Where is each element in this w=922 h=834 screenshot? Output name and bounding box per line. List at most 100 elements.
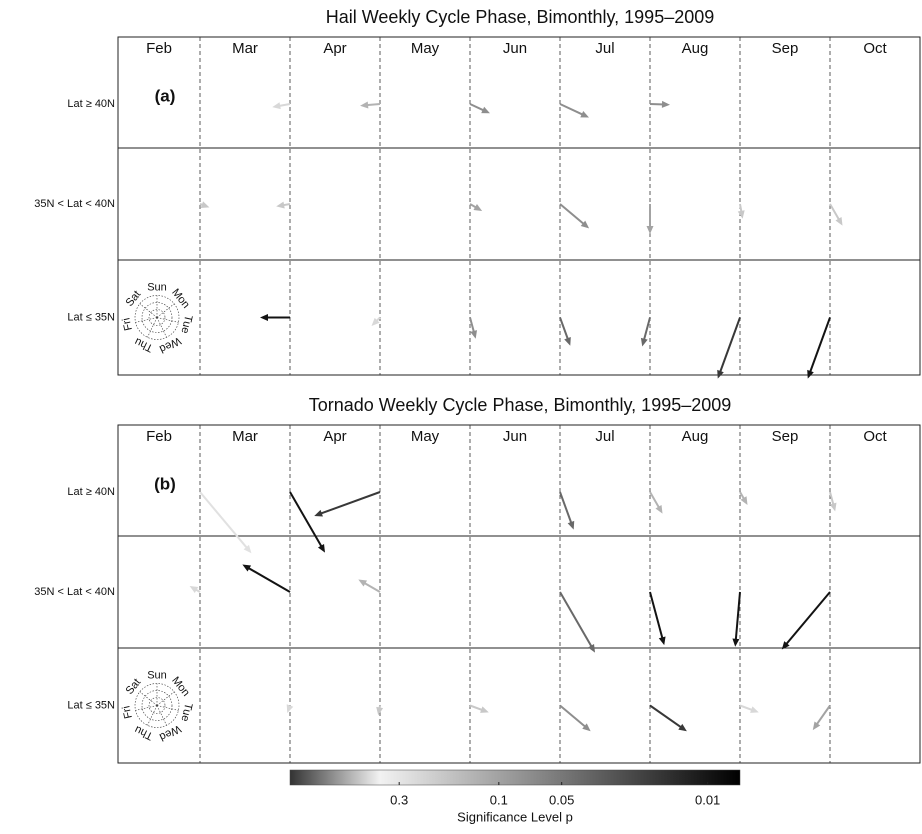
row-label: Lat ≥ 40N bbox=[67, 486, 115, 498]
wheel-day: Wed bbox=[157, 334, 182, 355]
phase-arrow bbox=[469, 203, 483, 211]
month-label: Apr bbox=[323, 428, 346, 445]
phase-arrow bbox=[360, 101, 381, 109]
arrow-shaft bbox=[649, 591, 664, 641]
phase-arrow bbox=[189, 586, 201, 594]
phase-arrow bbox=[358, 579, 381, 593]
wheel-day: Tue bbox=[178, 702, 194, 723]
arrow-shaft bbox=[642, 317, 651, 342]
phase-arrow bbox=[649, 704, 687, 732]
arrow-head bbox=[580, 220, 590, 229]
arrow-shaft bbox=[559, 317, 570, 342]
phase-arrow bbox=[737, 203, 745, 219]
wheel-day: Fri bbox=[120, 317, 135, 332]
arrow-head bbox=[740, 496, 748, 505]
arrow-head bbox=[812, 721, 821, 731]
phase-arrow bbox=[242, 564, 291, 593]
phase-arrow bbox=[272, 102, 291, 110]
wheel-spoke bbox=[156, 705, 167, 726]
wheel-ring bbox=[148, 697, 166, 714]
colorbar-tick-label: 0.01 bbox=[695, 792, 720, 807]
phase-arrow bbox=[559, 491, 575, 530]
month-label: Feb bbox=[146, 40, 172, 57]
month-label: Apr bbox=[323, 40, 346, 57]
arrow-shaft bbox=[808, 317, 831, 375]
month-label: Jul bbox=[595, 40, 614, 57]
arrow-head bbox=[358, 579, 368, 587]
phase-arrow bbox=[781, 591, 831, 650]
wheel-day: Mon bbox=[169, 287, 192, 311]
wheel-day: Wed bbox=[157, 722, 182, 743]
phase-arrow bbox=[289, 491, 325, 553]
arrow-head bbox=[473, 203, 483, 211]
arrow-head bbox=[189, 586, 199, 594]
arrow-head bbox=[658, 636, 666, 646]
arrow-head bbox=[678, 723, 687, 732]
wheel-spoke bbox=[139, 691, 158, 706]
phase-arrow bbox=[469, 317, 478, 339]
month-label: Oct bbox=[863, 40, 887, 57]
phase-arrow bbox=[559, 203, 590, 229]
arrow-shaft bbox=[649, 704, 684, 730]
phase-arrow bbox=[640, 317, 651, 347]
wheel-day: Sat bbox=[124, 677, 144, 697]
phase-arrow bbox=[199, 201, 210, 208]
arrow-head bbox=[371, 317, 380, 326]
phase-arrow bbox=[559, 704, 591, 732]
arrow-head bbox=[480, 706, 489, 713]
phase-arrow bbox=[646, 204, 654, 234]
arrow-shaft bbox=[318, 491, 381, 516]
arrow-shaft bbox=[829, 203, 841, 222]
wheel-spoke bbox=[156, 317, 167, 338]
panel-frame bbox=[117, 36, 921, 376]
arrow-shaft bbox=[199, 491, 249, 551]
arrow-head bbox=[200, 201, 210, 208]
wheel-spoke bbox=[139, 303, 158, 318]
arrow-head bbox=[481, 106, 490, 114]
arrow-head bbox=[732, 638, 740, 647]
arrow-head bbox=[243, 544, 252, 554]
phase-arrow bbox=[469, 103, 490, 114]
arrow-head bbox=[567, 520, 575, 530]
arrow-shaft bbox=[718, 317, 741, 375]
wheel-spoke bbox=[135, 705, 158, 711]
arrow-shaft bbox=[734, 591, 741, 642]
phase-arrow bbox=[469, 704, 489, 713]
panel-frame bbox=[117, 424, 921, 764]
arrow-head bbox=[314, 509, 323, 517]
arrow-shaft bbox=[784, 591, 831, 647]
colorbar-label: Significance Level p bbox=[457, 809, 573, 824]
phase-arrow bbox=[371, 316, 381, 326]
month-label: May bbox=[411, 428, 440, 445]
panel-title: Tornado Weekly Cycle Phase, Bimonthly, 1… bbox=[309, 395, 732, 415]
month-label: Feb bbox=[146, 428, 172, 445]
row-label: Lat ≤ 35N bbox=[67, 311, 115, 323]
arrow-head bbox=[286, 704, 294, 714]
phase-arrow bbox=[314, 491, 381, 517]
arrow-head bbox=[360, 101, 369, 109]
month-label: May bbox=[411, 40, 440, 57]
arrow-head bbox=[737, 210, 745, 219]
wheel-spoke bbox=[147, 317, 158, 338]
wheel-day: Sun bbox=[147, 281, 167, 293]
phase-arrow bbox=[739, 491, 748, 505]
arrow-head bbox=[272, 102, 281, 110]
colorbar-tick-label: 0.3 bbox=[390, 792, 408, 807]
arrow-head bbox=[582, 723, 591, 732]
arrow-head bbox=[587, 643, 595, 653]
month-label: Mar bbox=[232, 40, 258, 57]
panel-title: Hail Weekly Cycle Phase, Bimonthly, 1995… bbox=[326, 7, 715, 27]
month-label: Sep bbox=[772, 428, 799, 445]
phase-arrow bbox=[829, 491, 837, 512]
phase-arrow bbox=[829, 203, 843, 226]
colorbar-tick-label: 0.1 bbox=[490, 792, 508, 807]
row-label: 35N < Lat < 40N bbox=[34, 198, 115, 210]
arrow-shaft bbox=[559, 203, 586, 226]
wheel-day: Sun bbox=[147, 669, 167, 681]
arrow-head bbox=[260, 314, 268, 321]
phase-arrow bbox=[649, 591, 666, 646]
arrow-shaft bbox=[246, 566, 291, 593]
phase-arrow bbox=[559, 591, 595, 653]
phase-arrow bbox=[199, 491, 252, 554]
wheel-day: Sat bbox=[124, 289, 144, 309]
